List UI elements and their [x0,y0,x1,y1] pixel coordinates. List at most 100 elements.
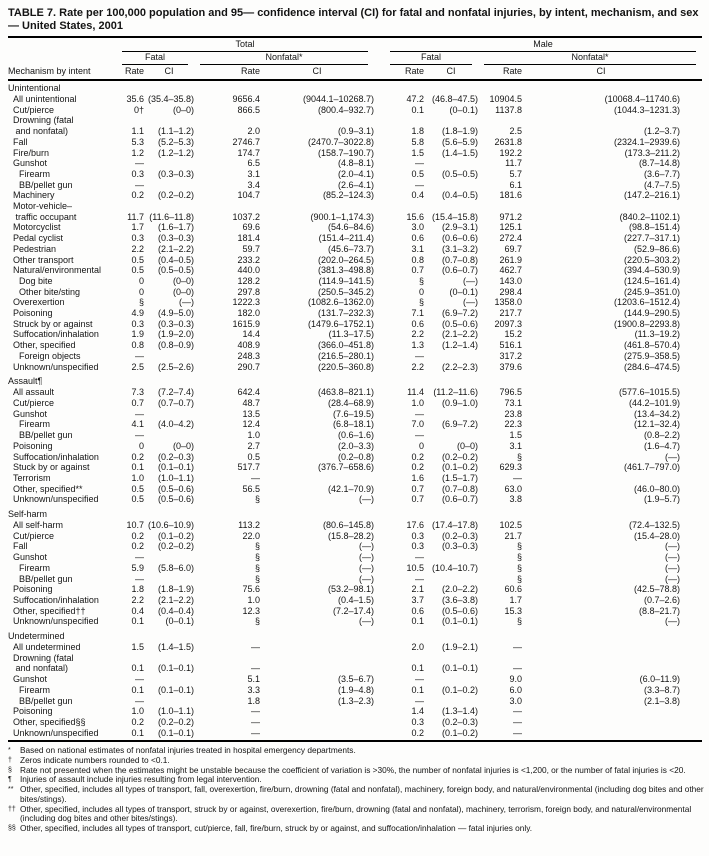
row-label: Dog bite [19,275,53,286]
row-label: Other transport [13,254,74,265]
rate-cell: 272.4 [499,233,523,244]
rate-cell: 2.5 [509,126,523,137]
rate-cell: 1.5 [411,147,425,158]
column-gap [374,441,384,452]
rate-cell: 11.4 [407,387,425,398]
table-row: Suffocation/inhalation 1.9 (1.9–2.0) 14.4 (1… [8,329,702,340]
rate-cell: — [135,430,144,441]
header-gap [374,52,384,65]
rate-cell: 0 [419,440,425,451]
rate-cell: — [415,408,425,419]
rate-cell: 181.4 [237,233,260,244]
row-label: All self-harm [13,520,64,531]
table-row: Gunshot — 5.1 (3.5–6.7) — 9.0 (6.0–11.9) [8,674,702,685]
column-gap [374,728,384,739]
rate-cell: § [517,562,523,573]
rate-cell: 1.2 [131,147,144,158]
rate-cell: 0.2 [131,451,144,462]
row-label: Natural/environmental [13,265,102,276]
table-row: Other, specified 0.8 (0.8–0.9) 408.9 (366.0–… [8,340,702,351]
rate-cell: 2.5 [131,361,144,372]
footnote-marker: †† [8,805,16,813]
rate-cell: 113.2 [238,520,260,531]
rate-cell: 5.8 [411,136,425,147]
ci-cell: (0.1–0.2) [157,530,194,541]
table-row: Fall 5.3 (5.2–5.3) 2746.7 (2470.7–3022.8) 5.8… [8,137,702,148]
ci-cell: (1044.3–1231.3) [613,104,681,115]
rate-cell: 0.4 [131,605,144,616]
rate-cell: 12.4 [242,419,260,430]
ci-cell [144,552,194,563]
row-label: Suffocation/inhalation [13,594,99,605]
ci-cell: (8.7–14.8) [639,158,681,169]
column-gap [374,541,384,552]
ci-cell: (0.2–0.2) [157,190,194,201]
rate-cell: 517.7 [237,462,260,473]
table-row: Fire/burn 1.2 (1.2–1.2) 174.7 (158.7–190.7) 1… [8,148,702,159]
footnote-marker: † [8,757,12,765]
rate-cell: 0.1 [411,616,425,627]
rate-cell: 9656.4 [232,94,260,104]
col-ci: CI [522,65,703,81]
ci-cell: (—) [179,297,194,308]
row-label: Fall [13,136,28,147]
rate-cell: 516.1 [499,340,523,351]
rate-cell: 0.4 [411,190,425,201]
rate-cell: — [135,674,144,685]
rate-cell: 0.6 [411,318,425,329]
rate-cell: 0.7 [411,483,425,494]
subgroup-label: Nonfatal* [484,52,697,65]
row-label: All assault [13,387,55,398]
ci-cell: (35.4–35.8) [147,94,194,104]
table-row: All self-harm 10.7 (10.6–10.9) 113.2 (80.6–1… [8,520,702,531]
ci-cell: (1.2–1.4) [441,340,479,351]
ci-cell: (1.3–2.3) [337,695,375,706]
ci-cell: (—) [665,562,681,573]
row-label: BB/pellet gun [19,179,73,190]
table-row: Machinery 0.2 (0.2–0.2) 104.7 (85.2–124.3) 0.… [8,190,702,201]
row-label: Gunshot [13,408,48,419]
header-gap [374,36,385,52]
rate-cell: 2.0 [411,642,425,653]
ci-cell: (1.8–1.9) [157,584,194,595]
rate-cell: § [254,494,260,505]
ci-cell: (6.0–11.9) [639,674,681,685]
table-row: Poisoning 1.0 (1.0–1.1) — 1.4 (1.3–1.4) — [8,706,702,717]
rate-cell: § [517,573,523,584]
rate-cell: 3.0 [411,222,425,233]
ci-cell: (0.1–0.2) [441,727,479,738]
ci-cell: (1.0–1.1) [157,706,194,717]
ci-cell: (8.8–21.7) [639,605,681,616]
column-gap [374,563,384,574]
table-row: Firearm 5.9 (5.8–6.0) § (—) 10.5 (10.4–10.7) § (… [8,563,702,574]
rate-cell: 0.1 [411,104,425,115]
footnote: § Rate not presented when the estimates m… [8,765,705,776]
rate-cell: 0.1 [131,663,144,674]
ci-cell: (—) [463,297,479,308]
rate-cell: 6.1 [509,179,523,190]
footnote-marker: ** [8,786,14,794]
column-gap [374,137,384,148]
ci-cell: (0.5–0.6) [441,318,479,329]
rate-cell: — [513,642,523,653]
table-row: Fall 0.2 (0.2–0.2) § (—) 0.3 (0.3–0.3) § (—) [8,541,702,552]
table-row: Overexertion § (—) 1222.3 (1082.6–1362.0) § (—… [8,297,702,308]
ci-cell: (—) [359,616,375,627]
ci-cell: (0–0) [172,440,194,451]
rate-cell: 248.3 [237,350,260,361]
ci-cell [424,552,478,563]
ci-cell: (0.3–0.3) [157,233,194,244]
column-gap [374,520,384,531]
table-row: Stuck by or against 0.1 (0.1–0.1) 517.7 (376… [8,462,702,473]
ci-cell: (147.2–216.1) [623,190,681,201]
column-gap [374,115,384,136]
rate-cell: 0.2 [411,451,425,462]
table-row: Natural/environmental 0.5 (0.5–0.5) 440.0 (3… [8,265,702,276]
row-label: Poisoning [13,440,53,451]
row-label: Poisoning [13,706,53,717]
column-gap [374,387,384,398]
rate-cell: — [135,573,144,584]
rate-cell: 866.5 [237,104,260,115]
rate-cell: 440.0 [237,265,260,276]
ci-cell: (0.5–0.5) [157,265,194,276]
